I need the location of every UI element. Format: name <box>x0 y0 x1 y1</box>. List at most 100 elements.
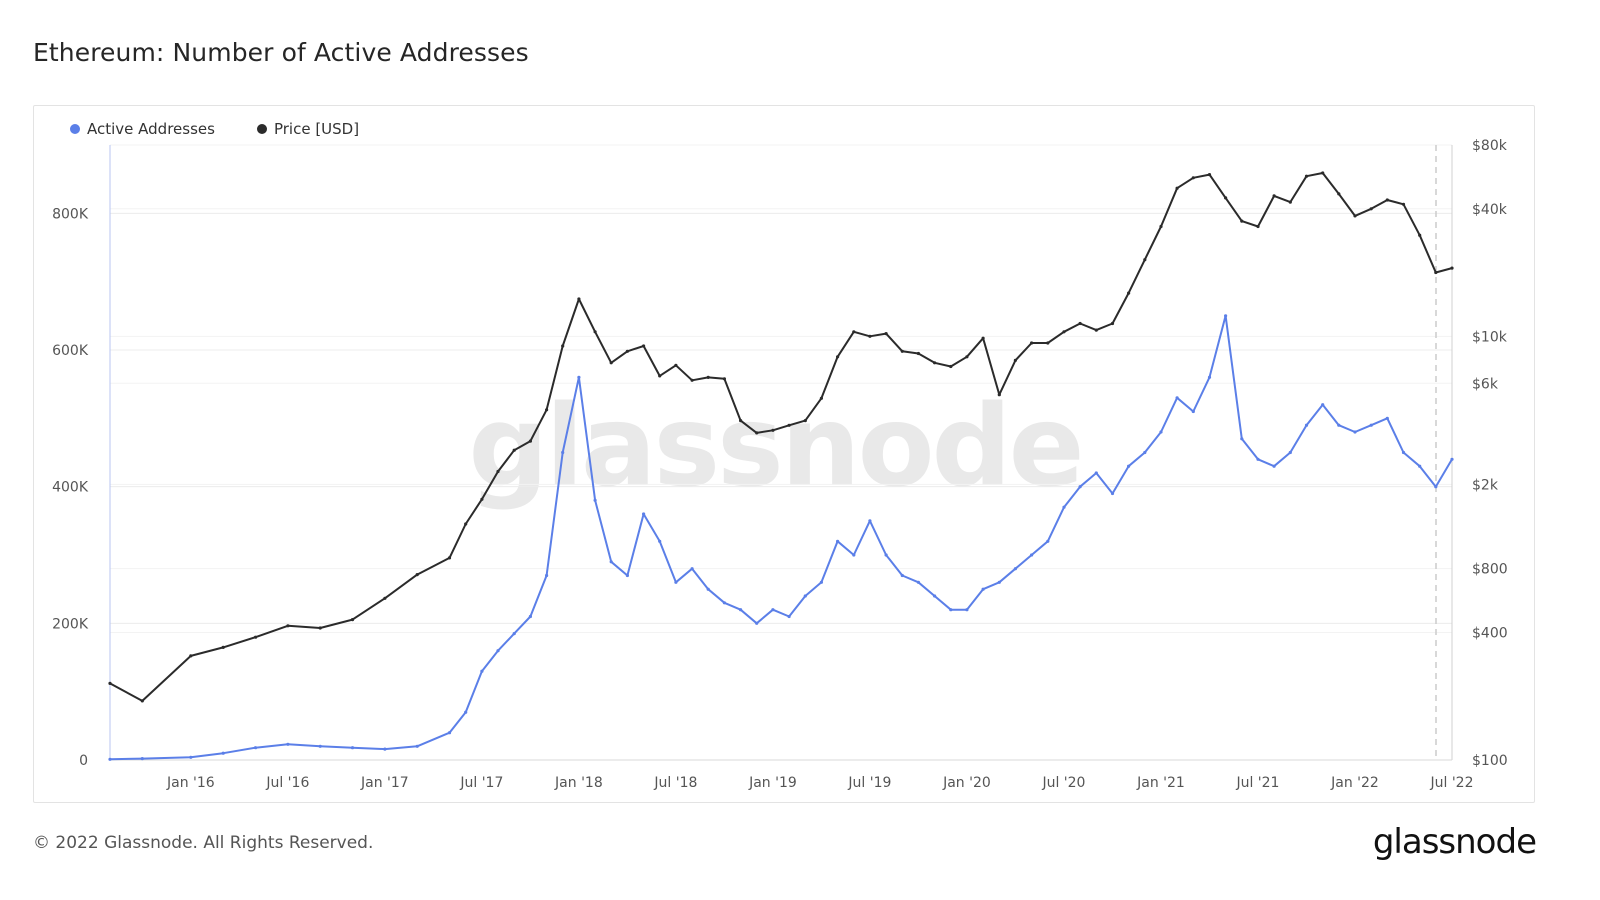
series-0-point-37 <box>884 553 888 557</box>
y-left-tick-label-4: 800K <box>52 206 89 222</box>
series-1-point-10 <box>447 556 452 560</box>
series-0-point-29 <box>755 621 759 625</box>
series-0-point-46 <box>1030 553 1034 557</box>
series-1-point-49 <box>1078 321 1082 326</box>
x-tick-label-12: Jan '22 <box>1330 775 1379 791</box>
y-right-tick-label-7: $80k <box>1472 138 1508 154</box>
series-1-point-39 <box>916 351 921 356</box>
legend-dot-price <box>256 124 267 134</box>
x-tick-label-4: Jan '18 <box>554 775 603 791</box>
y-right-tick-label-1: $400 <box>1472 625 1508 641</box>
series-1-point-13 <box>496 469 500 474</box>
series-1-point-27 <box>722 377 727 381</box>
series-0-point-15 <box>528 614 533 619</box>
series-0-point-70 <box>1418 464 1422 468</box>
series-0-point-26 <box>706 587 710 591</box>
x-tick-label-5: Jul '18 <box>653 775 697 791</box>
series-0-point-3 <box>221 751 225 755</box>
series-1-point-19 <box>593 330 597 334</box>
series-1-point-72 <box>1450 266 1454 270</box>
x-tick-label-3: Jul '17 <box>459 775 503 791</box>
series-0-point-16 <box>545 573 549 578</box>
series-0-point-48 <box>1062 505 1066 509</box>
series-1-point-67 <box>1369 207 1373 211</box>
series-1-point-47 <box>1046 341 1050 345</box>
x-tick-label-10: Jan '21 <box>1136 775 1185 791</box>
series-0-point-38 <box>900 573 904 578</box>
y-right-tick-label-0: $100 <box>1472 753 1508 769</box>
series-0-point-21 <box>625 573 630 578</box>
series-1-point-17 <box>561 344 565 348</box>
series-0-point-47 <box>1046 539 1050 543</box>
series-1-point-51 <box>1110 321 1115 326</box>
chart-panel <box>33 105 1535 803</box>
series-1-point-60 <box>1256 224 1260 229</box>
x-tick-label-11: Jul '21 <box>1235 775 1279 791</box>
series-1-point-36 <box>868 334 872 338</box>
y-right-tick-label-6: $40k <box>1472 202 1508 218</box>
series-1-point-33 <box>819 396 824 400</box>
series-0-point-58 <box>1224 314 1228 318</box>
y-right-tick-label-4: $6k <box>1472 376 1499 392</box>
y-left-tick-label-1: 200K <box>52 616 89 632</box>
series-0-point-50 <box>1094 471 1098 475</box>
y-axis-right: $100 $400 $800 $2k $6k $10k $40k $80k <box>1472 138 1508 769</box>
series-1-point-12 <box>480 497 484 501</box>
series-1-point-69 <box>1401 202 1406 206</box>
series-1-point-57 <box>1207 173 1212 177</box>
x-tick-label-1: Jul '16 <box>265 775 309 791</box>
series-1-point-30 <box>771 428 775 432</box>
legend-item-active-addresses[interactable]: Active Addresses <box>70 120 215 138</box>
series-1-point-22 <box>642 344 646 348</box>
series-1-point-63 <box>1304 174 1309 178</box>
legend-item-price[interactable]: Price [USD] <box>256 120 359 138</box>
series-1-point-53 <box>1143 258 1147 262</box>
series-0-point-35 <box>852 553 856 557</box>
series-0-point-10 <box>447 731 452 735</box>
series-1-point-55 <box>1175 186 1179 190</box>
grid <box>109 144 1453 761</box>
series-0-point-65 <box>1337 423 1341 427</box>
series-1-point-11 <box>464 522 468 526</box>
y-left-tick-label-2: 400K <box>52 480 89 496</box>
series-1-point-65 <box>1337 192 1341 196</box>
series-0-point-23 <box>658 539 662 543</box>
series-0-point-1 <box>140 757 144 761</box>
series-1-point-3 <box>221 645 225 650</box>
x-tick-label-2: Jan '17 <box>360 775 409 791</box>
series-1-point-29 <box>755 431 759 435</box>
series-0-point-55 <box>1175 396 1179 400</box>
series-1-point-4 <box>253 635 258 639</box>
series-1-point-37 <box>884 332 888 336</box>
series-0-point-13 <box>496 649 500 653</box>
series-1-point-0 <box>108 681 112 686</box>
copyright-footer: © 2022 Glassnode. All Rights Reserved. <box>33 833 374 853</box>
series-0-point-14 <box>512 632 516 636</box>
legend: Active Addresses Price [USD] <box>70 120 359 138</box>
series-0-point-41 <box>949 608 953 612</box>
series-0-point-32 <box>803 594 807 598</box>
series-1-point-43 <box>981 336 985 340</box>
series-1-point-71 <box>1434 270 1438 275</box>
series-0-point-27 <box>722 601 727 605</box>
series-1-point-46 <box>1030 341 1034 345</box>
series-0-point-71 <box>1434 485 1438 489</box>
series-0-point-9 <box>415 744 419 748</box>
series-1-point-64 <box>1321 171 1325 175</box>
series-1-point-20 <box>609 361 613 365</box>
series-1-point-42 <box>965 355 969 359</box>
series-0-point-34 <box>836 539 840 543</box>
series-1-point-23 <box>658 374 662 378</box>
series-0-point-54 <box>1159 430 1163 434</box>
legend-dot-active-addresses <box>70 124 80 134</box>
series-0-point-60 <box>1256 457 1260 461</box>
x-tick-label-13: Jul '22 <box>1429 775 1473 791</box>
x-tick-label-6: Jan '19 <box>748 775 797 791</box>
series-1-point-9 <box>415 573 419 577</box>
series-0-point-62 <box>1288 450 1292 455</box>
series-1-point-50 <box>1094 328 1098 332</box>
series-0-point-17 <box>561 450 565 455</box>
series-1-point-45 <box>1013 358 1018 362</box>
series-0-point-33 <box>819 580 824 584</box>
